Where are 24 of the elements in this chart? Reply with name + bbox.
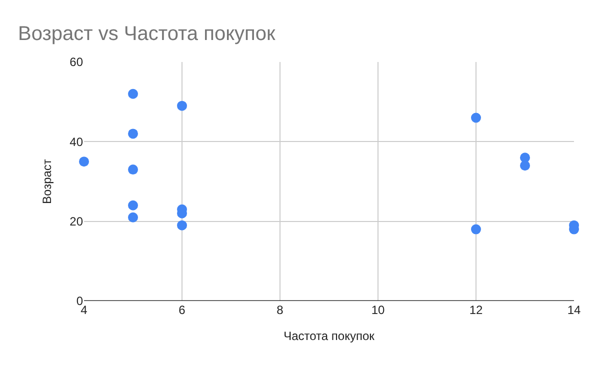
point (471, 112, 481, 123)
x-tick-label: 8 (276, 303, 284, 317)
point (128, 164, 138, 175)
x-tick-label: 10 (371, 303, 385, 317)
y-tick-label: 40 (70, 134, 84, 149)
x-axis-title: Частота покупок (284, 328, 376, 343)
point (177, 220, 187, 230)
x-tick-label: 12 (469, 303, 483, 317)
y-axis-title: Возраст (40, 158, 54, 204)
y-tick-label: 20 (70, 214, 84, 229)
y-tick-label: 0 (76, 294, 84, 308)
x-tick-label: 14 (567, 303, 581, 317)
point (177, 100, 187, 111)
x-tick-label: 4 (80, 303, 88, 317)
y-tick-label: 60 (70, 55, 84, 70)
point (128, 88, 138, 99)
point (128, 200, 138, 210)
chart-title: Возраст vs Частота покупок (18, 22, 276, 45)
point (128, 212, 138, 222)
x-tick-label: 6 (178, 303, 186, 317)
point (471, 224, 481, 234)
point (79, 156, 89, 167)
point (128, 128, 138, 139)
point (520, 160, 530, 171)
